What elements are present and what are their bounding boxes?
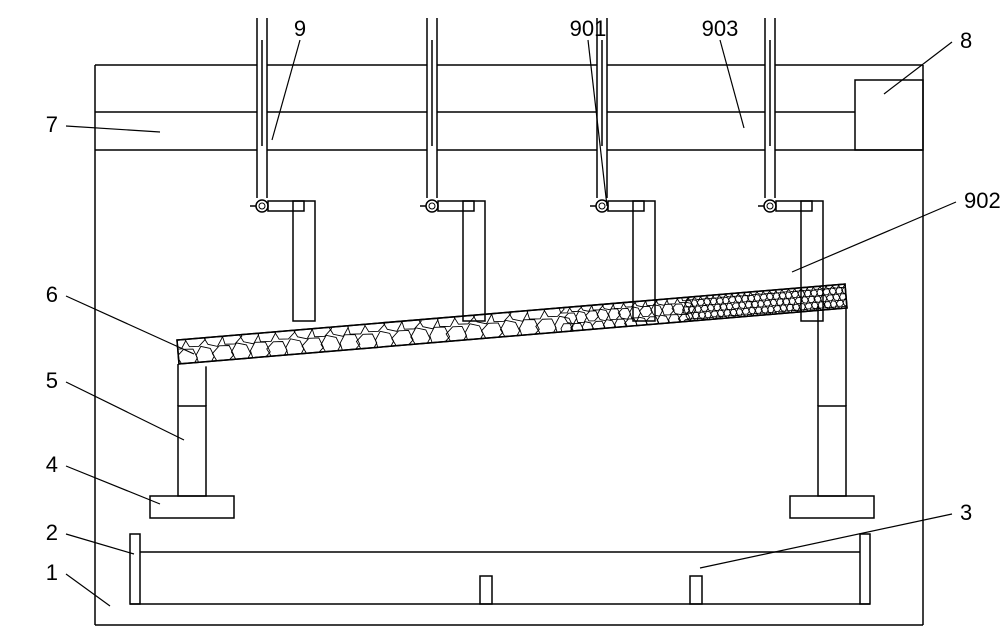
label-903: 903 (702, 16, 739, 41)
cam (293, 201, 315, 321)
pivot (426, 200, 438, 212)
tray-tab (480, 576, 492, 604)
mesh-band (167, 274, 852, 387)
label-6: 6 (46, 282, 58, 307)
label-9: 9 (294, 16, 306, 41)
leader-line (700, 514, 952, 568)
cam (463, 201, 485, 321)
base-plate-right (790, 496, 874, 518)
leader-line (66, 126, 160, 132)
leader-line (720, 40, 744, 128)
pivot (256, 200, 268, 212)
leader-line (792, 202, 956, 272)
pivot (764, 200, 776, 212)
tray-tab (690, 576, 702, 604)
leader-line (66, 534, 134, 554)
leader-line (66, 466, 160, 504)
label-3: 3 (960, 500, 972, 525)
label-902: 902 (964, 188, 1000, 213)
leader-line (66, 574, 110, 606)
label-4: 4 (46, 452, 58, 477)
leader-line (66, 296, 194, 354)
label-1: 1 (46, 560, 58, 585)
label-7: 7 (46, 112, 58, 137)
base-plate-left (150, 496, 234, 518)
label-2: 2 (46, 520, 58, 545)
label-901: 901 (570, 16, 607, 41)
leader-line (272, 40, 300, 140)
post-right (818, 406, 846, 496)
label-5: 5 (46, 368, 58, 393)
label-8: 8 (960, 28, 972, 53)
leader-line (884, 42, 952, 94)
post-left (178, 406, 206, 496)
leader-line (66, 382, 184, 440)
